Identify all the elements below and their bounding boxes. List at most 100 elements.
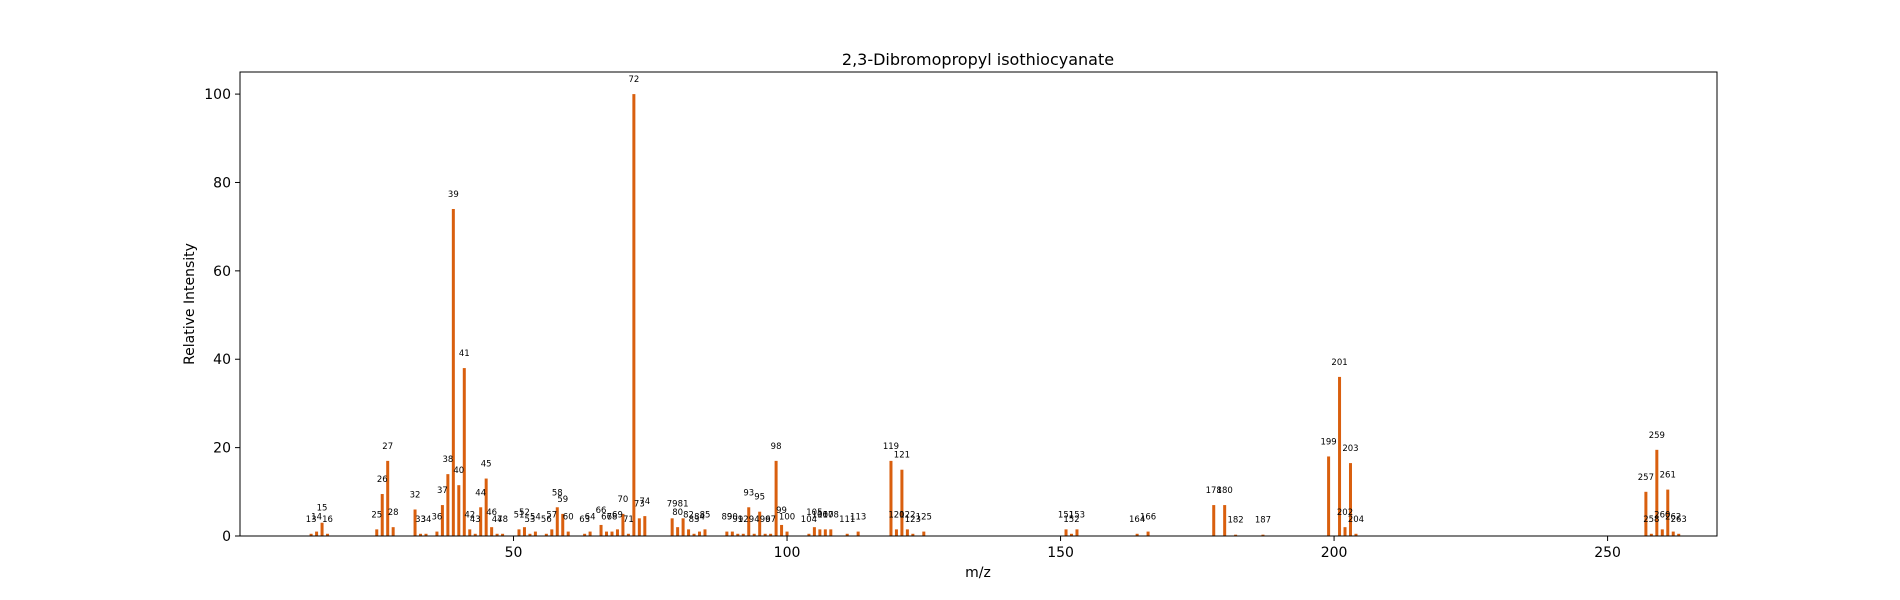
peak-label-121: 121: [894, 451, 910, 461]
bar-mz-108: [829, 529, 833, 536]
peak-label-47: 47: [492, 515, 503, 525]
bar-mz-81: [681, 518, 685, 536]
peak-label-99: 99: [776, 506, 787, 516]
peak-label-25: 25: [371, 510, 382, 520]
peak-label-120: 120: [888, 510, 904, 520]
bar-mz-257: [1644, 491, 1648, 536]
bar-mz-15: [320, 522, 324, 536]
bar-mz-74: [643, 516, 647, 536]
peak-label-105: 105: [806, 508, 822, 518]
y-tick-label-100: 100: [204, 87, 231, 103]
bar-mz-54: [533, 531, 537, 536]
peak-label-106: 106: [812, 510, 828, 520]
bar-mz-56: [544, 533, 548, 536]
x-tick-label-200: 200: [1321, 545, 1348, 561]
bar-mz-259: [1655, 449, 1659, 536]
bar-mz-104: [807, 533, 811, 536]
peak-label-93: 93: [743, 488, 754, 498]
peak-label-92: 92: [738, 515, 749, 525]
bar-mz-40: [457, 485, 461, 536]
peak-label-82: 82: [683, 510, 694, 520]
bar-mz-33: [419, 533, 423, 536]
bar-mz-26: [380, 494, 384, 536]
peak-label-152: 152: [1063, 515, 1079, 525]
peak-label-202: 202: [1337, 508, 1353, 518]
peak-label-107: 107: [817, 510, 833, 520]
bar-mz-37: [440, 505, 444, 536]
bar-mz-187: [1261, 534, 1265, 536]
peak-label-44: 44: [475, 488, 486, 498]
bar-mz-27: [386, 460, 390, 536]
peak-label-113: 113: [850, 513, 866, 523]
peak-label-90: 90: [727, 513, 738, 523]
bar-mz-44: [479, 507, 483, 536]
peak-label-63: 63: [579, 515, 590, 525]
x-axis-label: m/z: [965, 565, 991, 581]
peak-label-201: 201: [1331, 358, 1347, 368]
peak-label-260: 260: [1654, 510, 1670, 520]
bar-mz-261: [1666, 489, 1670, 536]
peak-label-39: 39: [448, 190, 459, 200]
peak-label-125: 125: [916, 513, 932, 523]
peak-label-151: 151: [1058, 510, 1074, 520]
bar-mz-263: [1677, 533, 1681, 536]
peak-label-41: 41: [459, 349, 470, 359]
bar-mz-201: [1338, 376, 1342, 536]
peak-label-54: 54: [530, 513, 541, 523]
bar-mz-99: [780, 524, 784, 536]
peak-label-122: 122: [899, 510, 915, 520]
bar-mz-121: [900, 469, 904, 536]
y-tick-label-60: 60: [213, 264, 231, 280]
peak-label-53: 53: [525, 515, 536, 525]
peak-label-28: 28: [388, 508, 399, 518]
peak-label-178: 178: [1206, 486, 1222, 496]
bar-mz-79: [670, 518, 674, 536]
bar-mz-182: [1234, 534, 1238, 536]
peak-label-68: 68: [607, 513, 618, 523]
bar-mz-152: [1070, 533, 1073, 536]
bar-mz-68: [610, 531, 614, 536]
bar-mz-66: [599, 524, 603, 536]
peak-label-27: 27: [382, 442, 393, 452]
bar-mz-90: [730, 531, 734, 536]
bar-mz-105: [812, 527, 816, 536]
bar-mz-45: [484, 478, 488, 536]
bar-mz-125: [922, 531, 926, 536]
peak-label-203: 203: [1342, 444, 1358, 454]
bar-mz-52: [522, 527, 526, 536]
bar-mz-98: [774, 460, 778, 536]
peak-label-26: 26: [377, 475, 388, 485]
bar-mz-69: [615, 529, 619, 536]
bar-mz-67: [605, 531, 609, 536]
bar-mz-43: [473, 533, 477, 536]
bar-mz-122: [905, 529, 909, 536]
peak-label-85: 85: [700, 510, 711, 520]
bar-mz-262: [1671, 531, 1675, 536]
peak-label-187: 187: [1255, 516, 1271, 526]
bar-mz-92: [741, 533, 745, 536]
peak-label-123: 123: [905, 515, 921, 525]
x-tick-label-250: 250: [1594, 545, 1621, 561]
bar-mz-123: [911, 533, 915, 536]
peak-label-16: 16: [322, 515, 333, 525]
peak-label-71: 71: [623, 515, 634, 525]
bar-mz-63: [583, 533, 587, 536]
peak-label-38: 38: [442, 455, 453, 465]
bar-mz-70: [621, 513, 625, 536]
bar-mz-34: [424, 533, 428, 536]
peak-label-15: 15: [317, 504, 328, 514]
plot-frame: [239, 71, 1718, 537]
peak-label-259: 259: [1649, 431, 1665, 441]
peak-label-180: 180: [1217, 486, 1233, 496]
bar-mz-164: [1135, 533, 1139, 536]
peak-label-58: 58: [552, 488, 563, 498]
peak-label-83: 83: [689, 515, 700, 525]
bar-mz-85: [703, 529, 707, 536]
bar-mz-120: [894, 529, 898, 536]
peak-label-199: 199: [1320, 437, 1336, 447]
bar-mz-64: [588, 531, 592, 536]
bar-mz-95: [758, 511, 762, 536]
peak-label-60: 60: [563, 513, 574, 523]
bar-mz-84: [698, 531, 702, 536]
